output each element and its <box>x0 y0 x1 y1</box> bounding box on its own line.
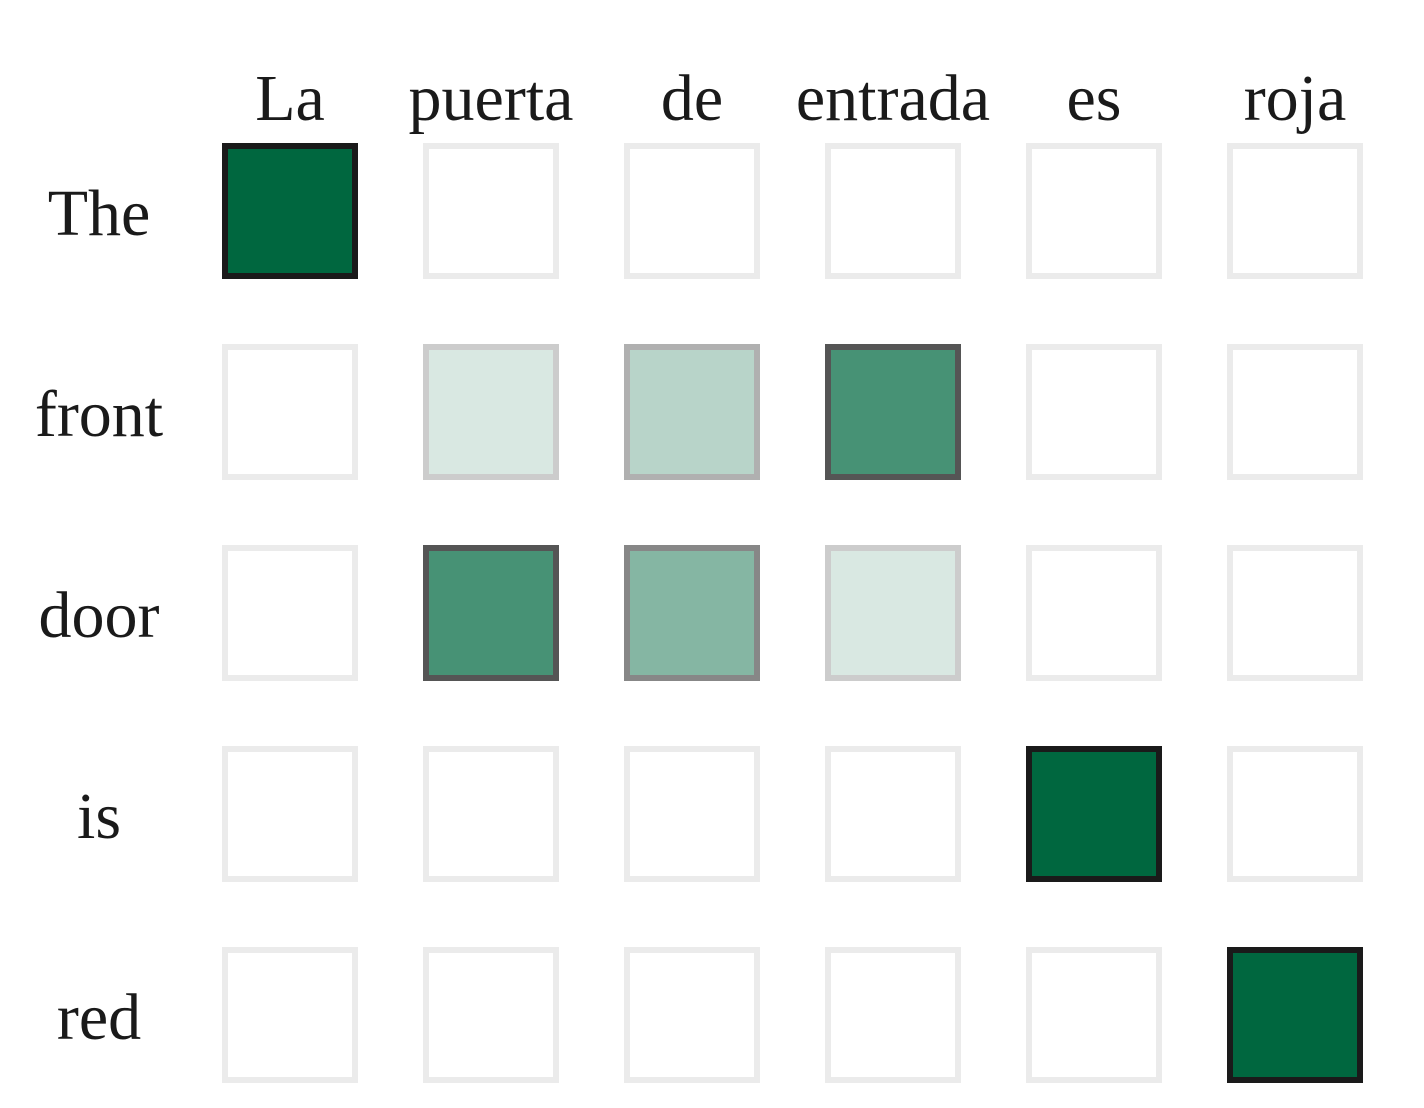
heatmap-cell <box>825 143 961 279</box>
heatmap-cell <box>1227 545 1363 681</box>
column-label: entrada <box>796 62 990 135</box>
heatmap-cell <box>423 545 559 681</box>
column-label: puerta <box>409 62 574 135</box>
heatmap-cell <box>825 947 961 1083</box>
heatmap-cell <box>825 344 961 480</box>
heatmap-cell <box>624 143 760 279</box>
row-label: door <box>39 579 160 652</box>
heatmap-cell <box>1026 545 1162 681</box>
row-label: front <box>35 378 163 451</box>
row-labels: The front door is red <box>35 177 163 1054</box>
heatmap-cell <box>423 143 559 279</box>
column-label: es <box>1067 62 1122 135</box>
row-label: red <box>57 981 141 1054</box>
heatmap-cell <box>1026 947 1162 1083</box>
heatmap-cell <box>222 947 358 1083</box>
heatmap-cells <box>222 143 1363 1083</box>
heatmap-cell <box>1026 143 1162 279</box>
heatmap-cell <box>1227 746 1363 882</box>
heatmap-cell <box>222 344 358 480</box>
heatmap-cell <box>423 947 559 1083</box>
heatmap-cell <box>222 143 358 279</box>
row-label: is <box>77 780 121 853</box>
heatmap-cell <box>624 746 760 882</box>
column-label: La <box>255 62 325 135</box>
heatmap-cell <box>423 746 559 882</box>
heatmap-cell <box>1227 344 1363 480</box>
column-labels: La puerta de entrada es roja <box>255 62 1346 135</box>
heatmap-cell <box>624 344 760 480</box>
heatmap-cell <box>1026 746 1162 882</box>
heatmap-cell <box>222 746 358 882</box>
heatmap-cell <box>1026 344 1162 480</box>
heatmap-cell <box>423 344 559 480</box>
heatmap-cell <box>825 746 961 882</box>
column-label: de <box>661 62 723 135</box>
heatmap-cell <box>624 947 760 1083</box>
heatmap-cell <box>1227 143 1363 279</box>
heatmap-cell <box>825 545 961 681</box>
heatmap-cell <box>624 545 760 681</box>
heatmap-cell <box>1227 947 1363 1083</box>
heatmap-cell <box>222 545 358 681</box>
column-label: roja <box>1244 62 1347 135</box>
row-label: The <box>48 177 151 250</box>
